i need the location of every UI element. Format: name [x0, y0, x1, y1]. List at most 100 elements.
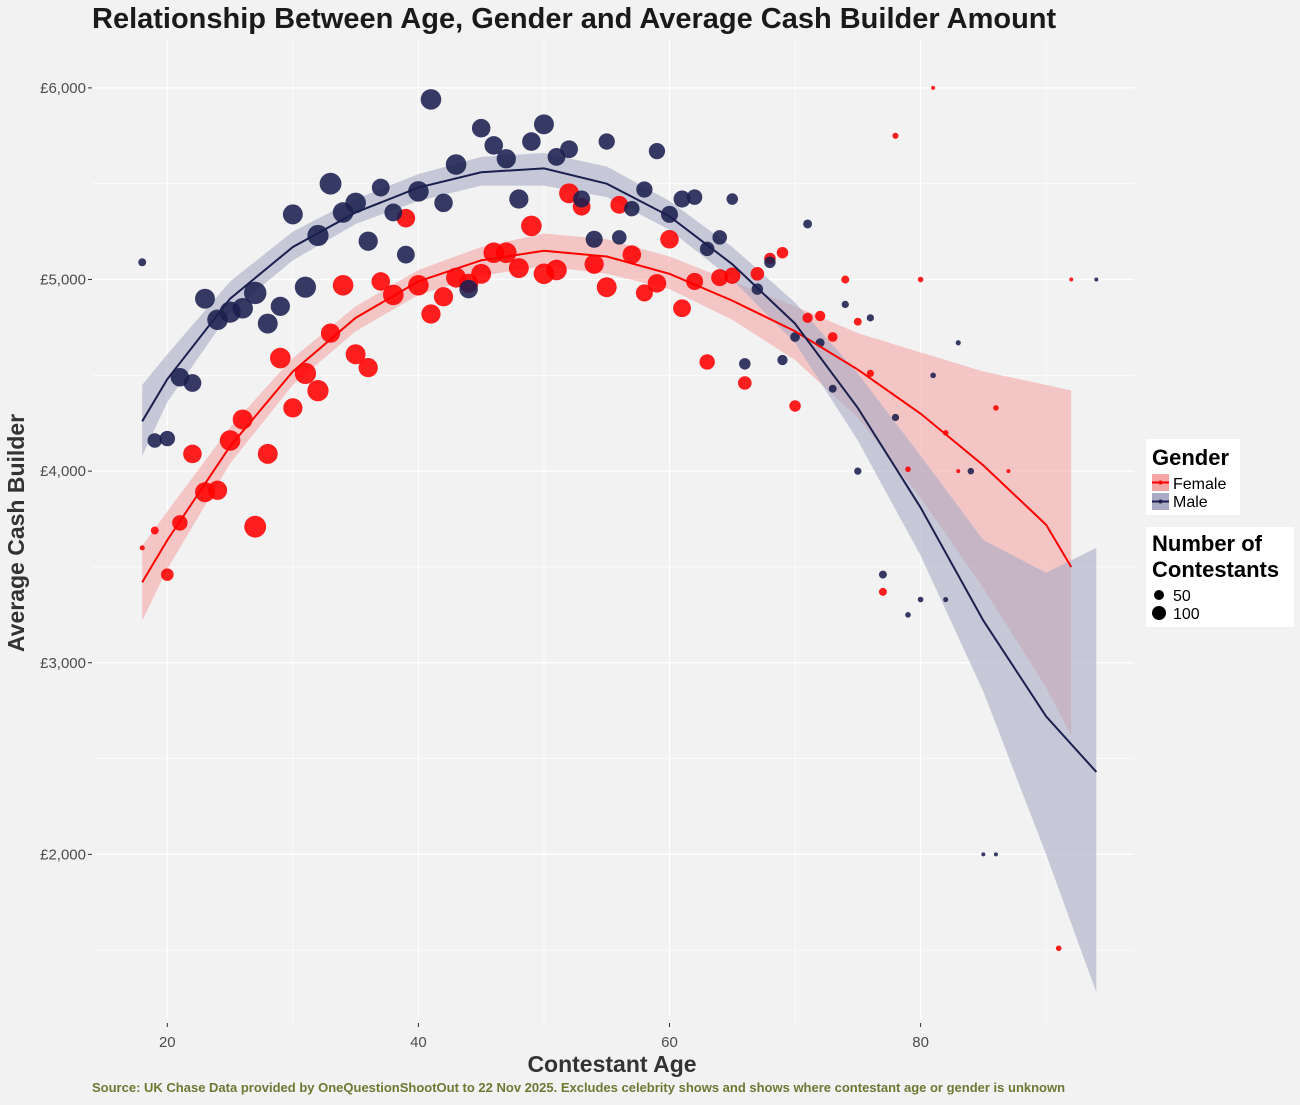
point-female [596, 277, 617, 298]
point-male [726, 193, 739, 205]
legend-size-label-50: 50 [1173, 588, 1191, 605]
point-male [981, 852, 986, 857]
x-tick-label: 80 [912, 1034, 929, 1051]
point-female [815, 310, 826, 322]
point-male [699, 241, 715, 257]
legend-male-label: Male [1173, 494, 1208, 511]
point-female [789, 400, 801, 412]
point-female [841, 275, 850, 284]
legend-gender: Gender Female Male [1146, 439, 1240, 515]
point-male [371, 178, 390, 197]
point-female [917, 276, 924, 283]
point-female [294, 362, 317, 385]
point-female [673, 299, 691, 318]
point-male [803, 219, 813, 229]
point-female [546, 259, 567, 281]
point-female [257, 443, 278, 464]
point-female [421, 304, 441, 324]
point-male [866, 314, 874, 322]
point-female [776, 246, 789, 259]
point-female [1055, 945, 1062, 952]
point-male [445, 154, 467, 175]
y-tick-label: £3,000 [40, 655, 86, 672]
smooth-lines [141, 167, 1098, 773]
point-female [993, 405, 999, 411]
smooth-line-female [141, 249, 1073, 583]
point-male [138, 258, 147, 267]
legend-size-box [1146, 527, 1294, 627]
point-female [471, 263, 492, 284]
smooth-line-male [141, 167, 1098, 773]
point-male [777, 354, 788, 366]
y-axis-label: Average Cash Builder [3, 414, 29, 652]
y-tick-label: £6,000 [40, 80, 86, 97]
point-female [270, 347, 291, 369]
point-male [282, 204, 303, 225]
point-male [420, 89, 442, 110]
point-male [243, 281, 267, 305]
point-male [345, 192, 366, 214]
point-female [660, 230, 679, 249]
point-male [624, 200, 640, 217]
point-male [739, 358, 751, 370]
point-male [384, 203, 403, 222]
point-female [647, 274, 667, 293]
y-tick-label: £5,000 [40, 272, 86, 289]
legend-size-label-100: 100 [1173, 606, 1200, 623]
point-male [790, 332, 800, 342]
point-male [232, 297, 253, 319]
point-male [841, 300, 849, 309]
point-male [585, 230, 603, 248]
point-female [1006, 469, 1011, 474]
point-female [635, 284, 653, 302]
x-tick-label: 40 [410, 1034, 427, 1051]
point-female [711, 269, 729, 287]
point-male [471, 118, 491, 138]
x-axis-label: Contestant Age [527, 1051, 696, 1077]
point-female [699, 354, 715, 370]
point-male [484, 136, 504, 155]
legend-size: Number of Contestants 50 100 [1146, 527, 1294, 627]
point-male [636, 181, 653, 198]
point-female [332, 274, 354, 296]
point-male [612, 230, 627, 245]
point-male [319, 172, 342, 195]
point-female [232, 409, 253, 430]
point-female [219, 430, 241, 451]
point-male [159, 430, 176, 447]
point-male [905, 612, 911, 618]
point-female [320, 323, 341, 343]
point-male [195, 288, 215, 309]
point-male [147, 433, 163, 448]
point-male [891, 413, 900, 422]
point-female [892, 132, 899, 139]
legend-female-label: Female [1173, 476, 1226, 493]
legend-size-title-line2: Contestants [1152, 557, 1279, 582]
point-female [150, 526, 159, 535]
point-female [283, 398, 303, 418]
x-tick-label: 60 [661, 1034, 678, 1051]
point-male [917, 596, 924, 603]
point-female [878, 587, 887, 596]
point-female [139, 545, 145, 551]
point-male [930, 372, 936, 379]
point-female [1069, 277, 1074, 282]
point-female [956, 469, 961, 474]
point-male [257, 313, 278, 334]
point-male [648, 143, 666, 160]
legend-gender-title: Gender [1152, 445, 1229, 470]
point-female [161, 568, 174, 581]
legend-size-title-line1: Number of [1152, 531, 1263, 556]
point-male [686, 189, 703, 205]
point-male [358, 231, 378, 251]
point-male [522, 132, 541, 151]
chart-title: Relationship Between Age, Gender and Ave… [92, 3, 1056, 35]
axes: £2,000 £3,000 £4,000 £5,000 £6,000 20 40 60 80 [40, 80, 929, 1051]
point-female [521, 215, 542, 237]
point-male [294, 276, 317, 298]
point-female [750, 266, 765, 281]
point-female [610, 195, 629, 214]
point-male [764, 256, 776, 269]
point-male [509, 189, 529, 209]
